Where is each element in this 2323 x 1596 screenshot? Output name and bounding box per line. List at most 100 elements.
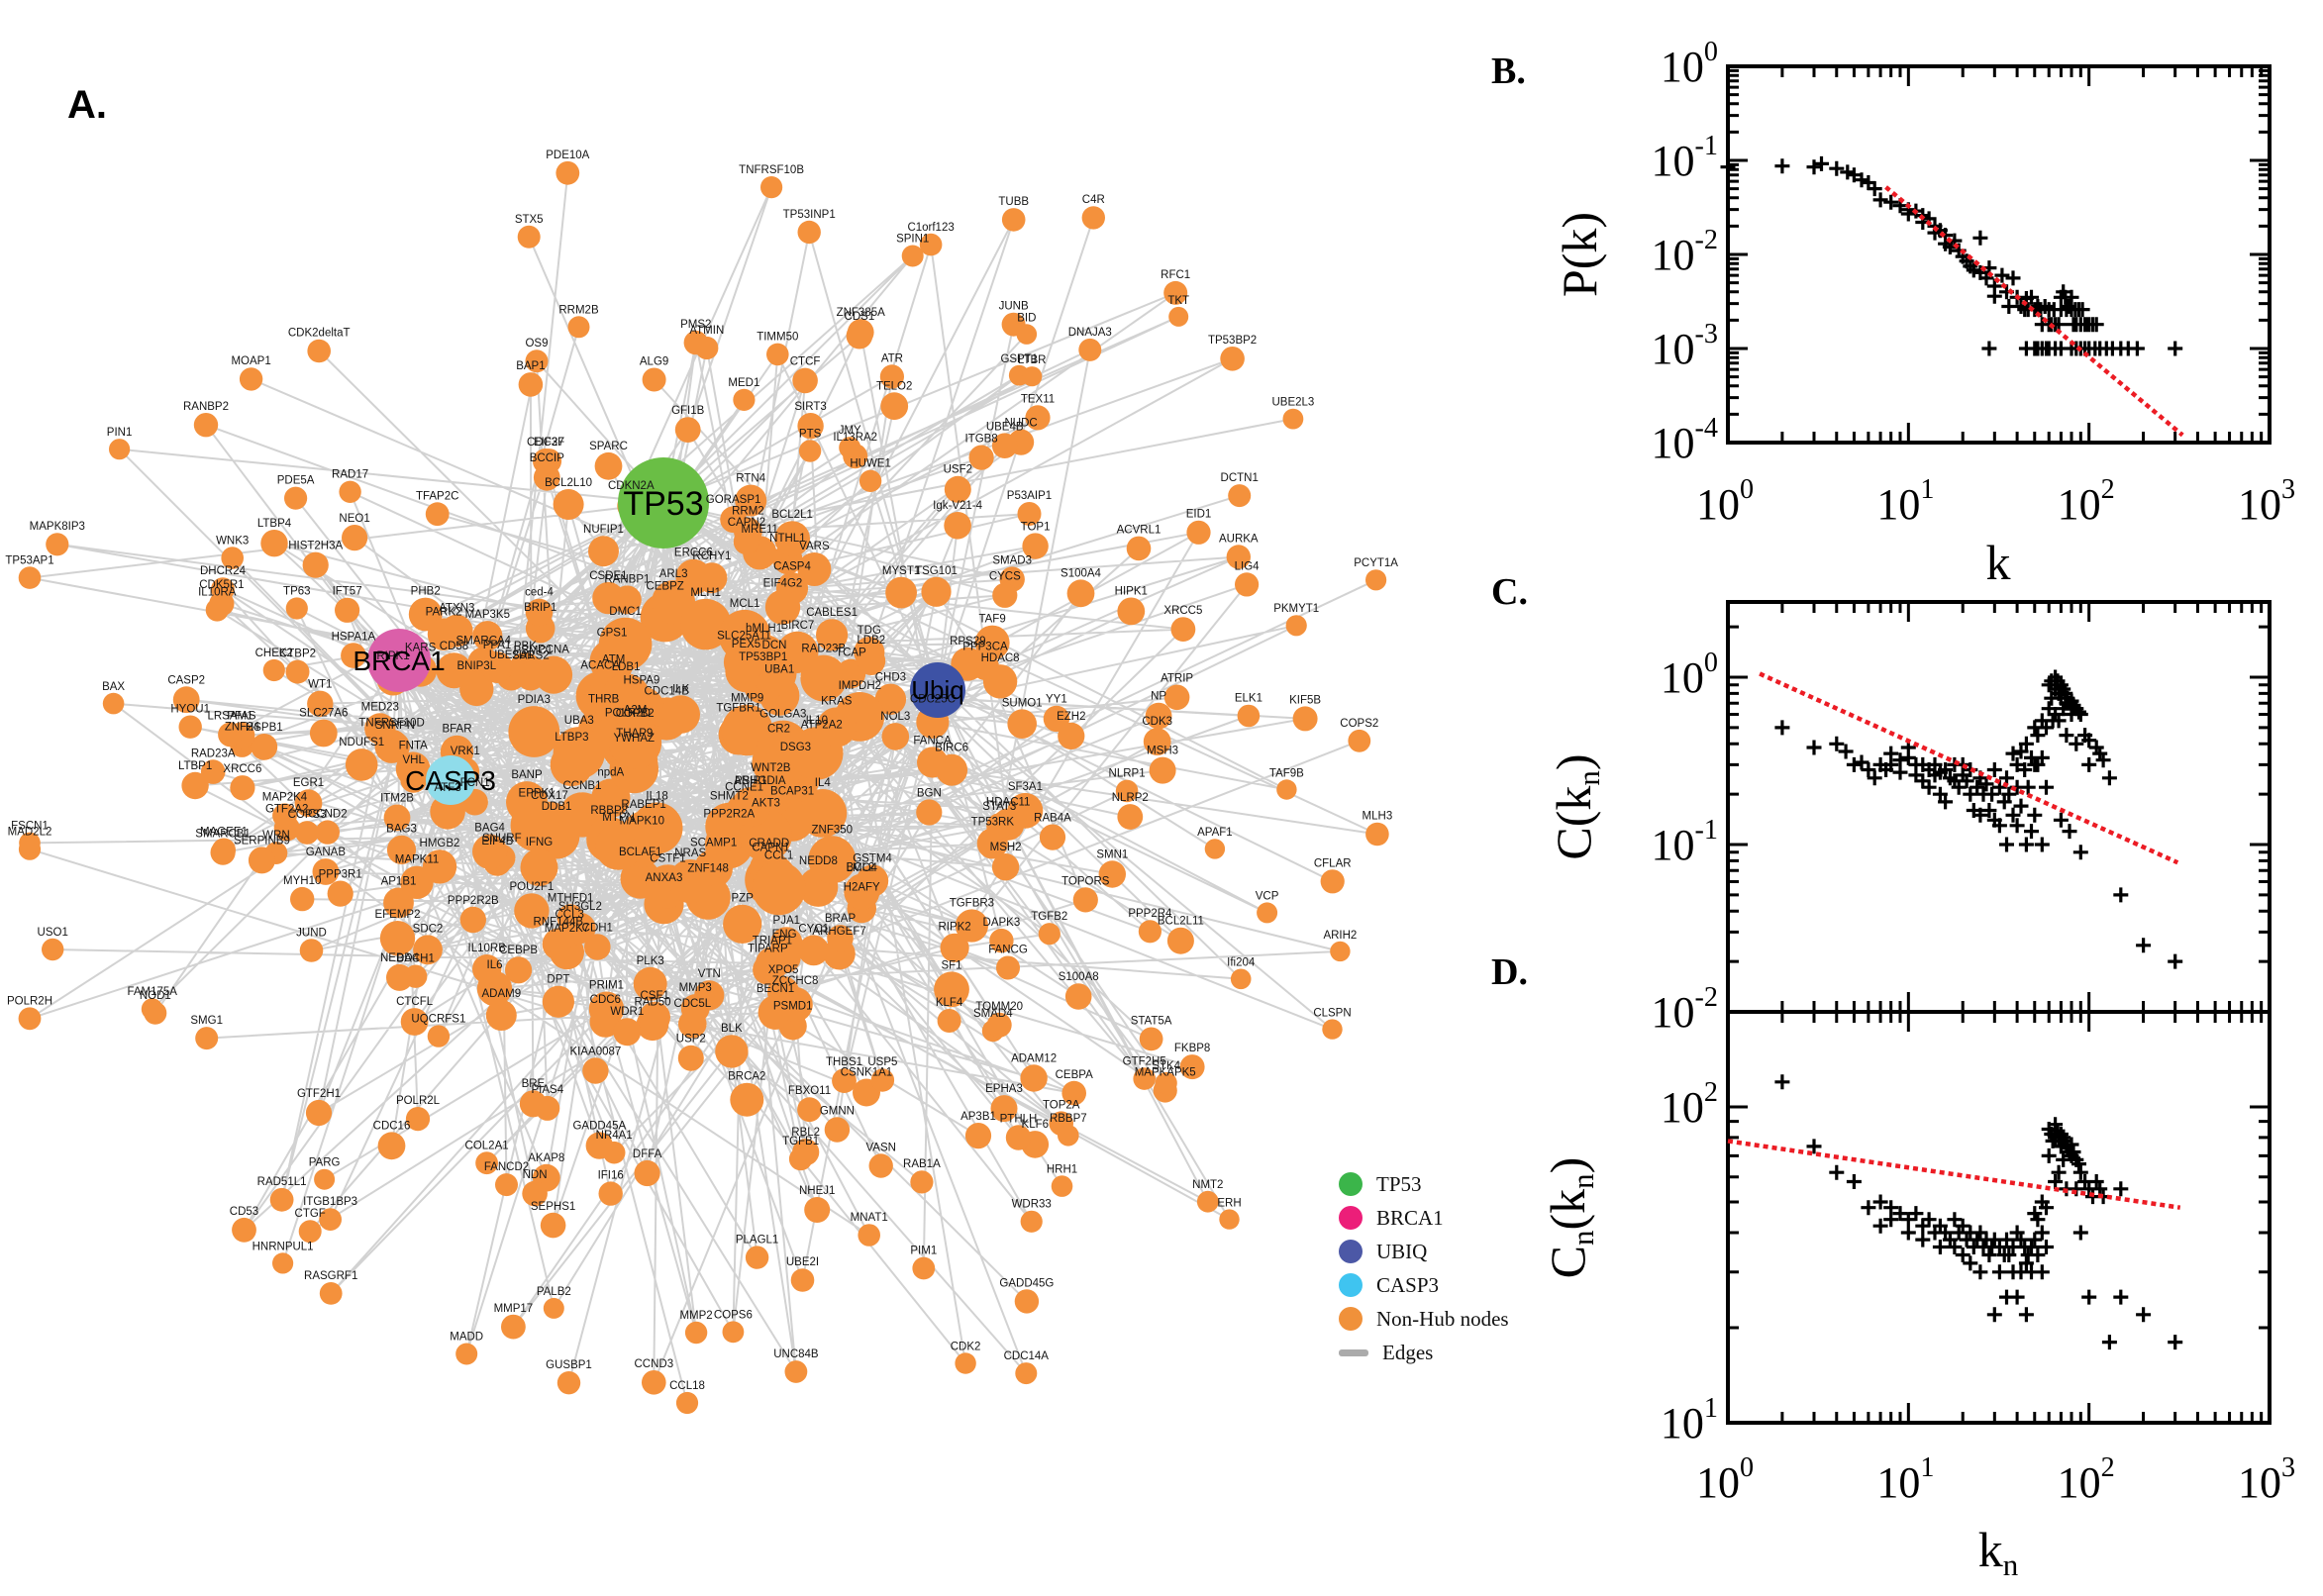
gene-label: TP53AP1 (5, 554, 53, 566)
gene-label: CRADD (749, 838, 789, 849)
gene-label: C1orf123 (907, 222, 954, 234)
gene-node (584, 934, 611, 960)
gene-node (642, 1370, 666, 1395)
plot-panel-b: 100 10-1 10-2 10-3 10-4 100 101 102 103 P(k) k (1552, 37, 2295, 590)
gene-node (294, 789, 323, 818)
gene-label: PHB2 (411, 586, 441, 598)
y-tick-label-c: 10-1 (1652, 815, 1718, 869)
gene-label: CAPN2 (728, 517, 765, 529)
gene-node (990, 1095, 1018, 1123)
gene-node (1257, 902, 1278, 924)
gene-label: ALG9 (640, 356, 668, 368)
gene-label: POU2F1 (510, 881, 555, 893)
gene-node (1017, 502, 1042, 526)
gene-node (790, 1268, 815, 1292)
gene-node (1163, 684, 1190, 711)
gene-node (633, 966, 667, 1001)
gene-label: CEBPB (499, 945, 538, 956)
gene-label: ADAM9 (481, 988, 521, 1000)
gene-label: RAD23B (801, 644, 846, 655)
gene-label: AKT3 (752, 797, 780, 809)
gene-node (395, 751, 431, 787)
gene-node (1365, 822, 1389, 847)
fit-line-c (1759, 671, 2179, 865)
gene-label: Igk-V21-4 (933, 500, 982, 512)
gene-label: PJA1 (773, 915, 801, 927)
gene-label: A2M (624, 705, 648, 717)
gene-label: NOL3 (880, 711, 910, 723)
gene-label: UQCRFS1 (411, 1013, 465, 1025)
gene-label: NUDC (1004, 418, 1037, 430)
gene-label: FNTA (399, 740, 429, 751)
gene-label: CDC27 (527, 437, 564, 449)
gene-label: ARIH2 (1323, 930, 1357, 942)
gene-label: SPARC (589, 441, 628, 452)
hub-label-brca1: BRCA1 (353, 646, 445, 676)
gene-label: HSPA1A (332, 631, 376, 643)
gene-label: CDK3 (1142, 716, 1172, 728)
gene-label: FBXO11 (788, 1085, 831, 1097)
legend-label: TP53 (1376, 1171, 1422, 1196)
gene-label: CD58 (440, 641, 468, 652)
gene-label: BACH1 (397, 953, 435, 965)
gene-label: UBE2L3 (1271, 397, 1314, 409)
gene-label: PPP2R2A (703, 808, 755, 820)
hub-node-tp53 (618, 457, 709, 549)
gene-node (1166, 927, 1194, 954)
gene-label: CYC1 (798, 924, 829, 936)
gene-node (1016, 324, 1038, 345)
gene-label: ITGB1BP3 (303, 1196, 357, 1208)
gene-label: CDC6 (590, 994, 621, 1006)
gene-label: RAB1A (903, 1158, 941, 1170)
gene-label: MMP17 (494, 1303, 534, 1315)
gene-label: PIM1 (910, 1246, 937, 1257)
gene-label: DHCR24 (200, 565, 247, 577)
gene-node (341, 643, 366, 668)
gene-label: H2AFY (844, 882, 880, 894)
gene-label: CDK5R1 (199, 579, 244, 591)
plot-frame-b (1726, 64, 2272, 445)
gene-label: CDC16 (373, 1120, 411, 1132)
gene-label: UBE4B (986, 421, 1024, 433)
gene-node (504, 956, 533, 984)
gene-label: FKBP8 (1174, 1043, 1210, 1054)
gene-label: CTBP2 (279, 648, 316, 660)
gene-node (205, 598, 229, 622)
gene-node (1015, 1362, 1038, 1385)
gene-node (525, 598, 554, 627)
gene-label: NHEJ1 (799, 1185, 835, 1197)
gene-label: C4R (1082, 194, 1105, 206)
gene-label: PPP2R2B (448, 895, 499, 907)
gene-node (816, 707, 857, 748)
gene-label: CCNB1 (563, 780, 602, 792)
gene-node (964, 1123, 992, 1149)
gene-label: CCL18 (669, 1380, 705, 1392)
gene-label: JUNB (999, 301, 1029, 313)
gene-label: PDE5A (277, 475, 315, 487)
gene-label: MAGEE1 (200, 827, 248, 839)
gene-label: SMARCB1 (195, 829, 251, 841)
gene-label: GANAB (306, 847, 347, 858)
gene-node (832, 1068, 857, 1093)
gene-label: TP53BP1 (739, 651, 787, 663)
gene-label: PKMYT1 (1273, 603, 1319, 615)
edge-swatch-icon (1339, 1348, 1368, 1356)
gene-node (798, 935, 830, 966)
gene-label: RABEP1 (621, 799, 665, 811)
gene-label: APAF1 (1197, 827, 1233, 839)
gene-node (808, 836, 857, 884)
gene-label: npdA (597, 767, 624, 779)
gene-label: SF3A1 (1008, 781, 1043, 793)
gene-label: ZCCHC8 (772, 975, 819, 987)
gene-label: TFAP2C (416, 490, 458, 502)
gene-node (937, 1009, 961, 1033)
node-swatch-icon (1339, 1273, 1363, 1297)
gene-node (881, 723, 910, 750)
legend-label: CASP3 (1376, 1272, 1440, 1297)
gene-label: BCCIP (530, 452, 564, 464)
gene-node (1149, 756, 1176, 784)
gene-label: CASP2 (167, 674, 205, 686)
gene-node (936, 753, 968, 786)
gene-node (1219, 1209, 1240, 1230)
